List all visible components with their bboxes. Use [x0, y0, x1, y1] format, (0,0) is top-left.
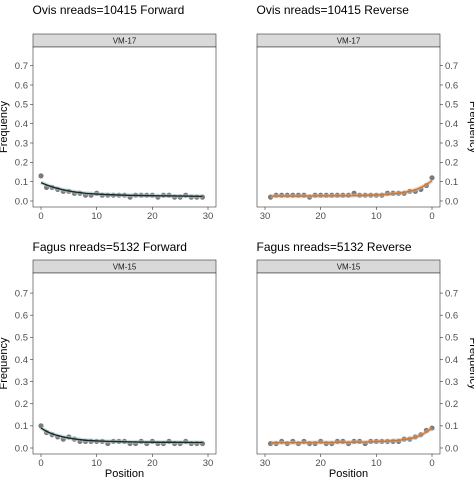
- y-tick-label: 0.3: [445, 138, 458, 149]
- x-tick-label: 20: [315, 211, 326, 222]
- fit-line: [40, 181, 203, 198]
- x-axis-title: Position: [329, 468, 368, 480]
- facet-strip-label: VM-15: [113, 263, 137, 272]
- y-tick-label: 0.5: [445, 100, 458, 111]
- panel-2: Ovis nreads=10415 Reverse VM-17 0.0 0.1 0.2 0…: [257, 3, 474, 222]
- panel-1: Ovis nreads=10415 Forward VM-17 0.0 0.1 0.2 0…: [0, 3, 217, 222]
- y-axis-title: Frequency: [0, 337, 10, 389]
- x-tick-label: 10: [91, 211, 102, 222]
- panel-title: Ovis nreads=10415 Forward: [33, 3, 185, 17]
- x-tick-label: 10: [371, 211, 382, 222]
- facet-strip-label: VM-17: [337, 37, 361, 46]
- panel-3: Fagus nreads=5132 Forward VM-15 0.0 0.1 0.2 0…: [0, 240, 217, 480]
- y-tick-label: 0.0: [445, 196, 458, 207]
- fit-line: [40, 427, 203, 444]
- y-tick-label: 0.7: [445, 61, 458, 72]
- y-tick-label: 0.4: [445, 119, 458, 130]
- x-tick-label: 30: [260, 211, 271, 222]
- y-tick-label: 0.0: [15, 196, 28, 207]
- facet-strip-label: VM-15: [337, 263, 361, 272]
- x-tick-label: 20: [147, 211, 158, 222]
- fit-line: [270, 180, 433, 197]
- facet-strip-label: VM-17: [113, 37, 137, 46]
- x-tick-label: 10: [371, 458, 382, 469]
- panel-4: Fagus nreads=5132 Reverse VM-15 0.0 0.1 0.2 0…: [257, 240, 474, 480]
- y-tick-label: 0.2: [15, 158, 28, 169]
- y-tick-label: 0.2: [445, 399, 458, 410]
- x-tick-label: 0: [429, 458, 434, 469]
- x-axis-title: Position: [105, 468, 144, 480]
- y-tick-label: 0.0: [445, 443, 458, 454]
- data-point: [429, 175, 435, 181]
- y-tick-label: 0.1: [15, 177, 28, 188]
- x-tick-label: 20: [315, 458, 326, 469]
- y-tick-label: 0.3: [445, 377, 458, 388]
- y-tick-label: 0.1: [15, 421, 28, 432]
- y-tick-label: 0.1: [445, 177, 458, 188]
- data-point: [38, 173, 44, 179]
- x-tick-label: 30: [203, 458, 214, 469]
- panel-title: Ovis nreads=10415 Reverse: [257, 3, 410, 17]
- y-tick-label: 0.4: [445, 355, 458, 366]
- plot-area: [256, 272, 441, 455]
- y-axis-title: Frequency: [0, 101, 10, 153]
- x-tick-label: 10: [91, 458, 102, 469]
- y-tick-label: 0.5: [15, 100, 28, 111]
- x-tick-label: 0: [38, 211, 43, 222]
- y-tick-label: 0.1: [445, 421, 458, 432]
- fit-line: [270, 427, 433, 444]
- x-tick-label: 0: [38, 458, 43, 469]
- y-tick-label: 0.3: [15, 138, 28, 149]
- x-tick-label: 30: [260, 458, 271, 469]
- y-tick-label: 0.2: [15, 399, 28, 410]
- panel-title: Fagus nreads=5132 Forward: [33, 240, 187, 254]
- y-tick-label: 0.6: [445, 80, 458, 91]
- y-axis-title: Frequency: [467, 101, 474, 153]
- y-tick-label: 0.6: [15, 80, 28, 91]
- y-axis-title: Frequency: [467, 338, 474, 390]
- y-tick-label: 0.5: [15, 333, 28, 344]
- panel-title: Fagus nreads=5132 Reverse: [257, 240, 412, 254]
- y-tick-label: 0.6: [15, 311, 28, 322]
- plot-area: [32, 46, 217, 208]
- plot-area: [32, 272, 217, 455]
- y-tick-label: 0.5: [445, 333, 458, 344]
- y-tick-label: 0.7: [445, 288, 458, 299]
- y-tick-label: 0.3: [15, 377, 28, 388]
- y-tick-label: 0.0: [15, 443, 28, 454]
- plot-area: [256, 46, 441, 208]
- x-tick-label: 30: [203, 211, 214, 222]
- y-tick-label: 0.6: [445, 311, 458, 322]
- y-tick-label: 0.4: [15, 119, 28, 130]
- y-tick-label: 0.2: [445, 158, 458, 169]
- y-tick-label: 0.7: [15, 288, 28, 299]
- y-tick-label: 0.7: [15, 61, 28, 72]
- y-tick-label: 0.4: [15, 355, 28, 366]
- x-tick-label: 20: [147, 458, 158, 469]
- x-tick-label: 0: [429, 211, 434, 222]
